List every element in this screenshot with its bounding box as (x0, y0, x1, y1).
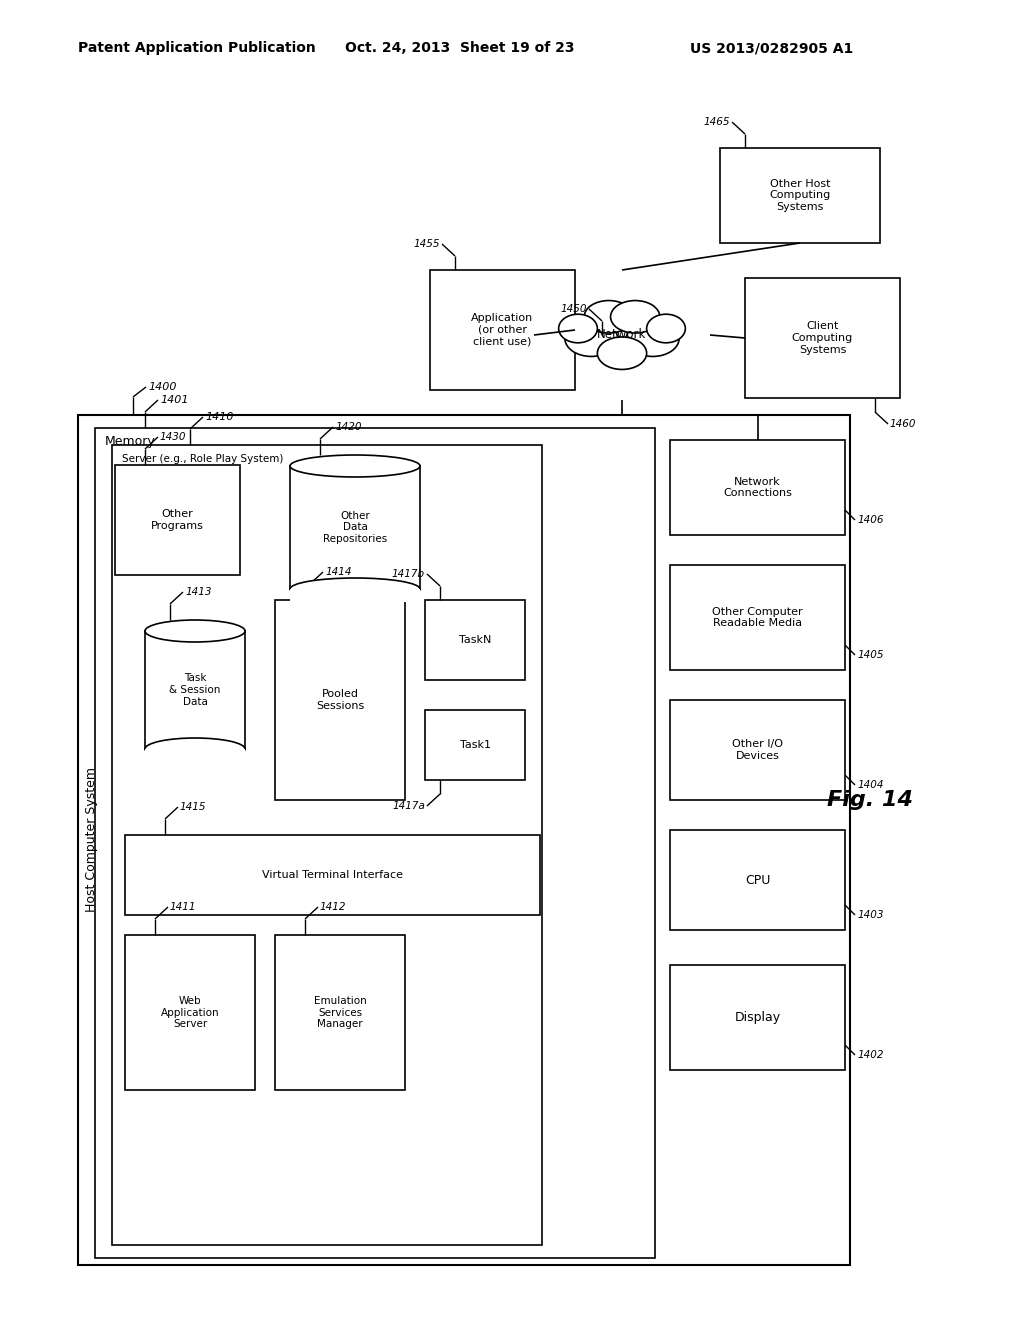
Text: 1414: 1414 (325, 568, 351, 577)
Text: CPU: CPU (744, 874, 770, 887)
Text: Virtual Terminal Interface: Virtual Terminal Interface (262, 870, 403, 880)
Ellipse shape (610, 301, 659, 333)
Ellipse shape (585, 310, 659, 360)
Text: Host Computer System: Host Computer System (85, 767, 97, 912)
Text: 1465: 1465 (703, 117, 730, 127)
Text: 1412: 1412 (319, 902, 346, 912)
Text: 1405: 1405 (857, 649, 884, 660)
Text: 1400: 1400 (148, 381, 176, 392)
Text: Other Host
Computing
Systems: Other Host Computing Systems (769, 180, 830, 213)
Text: Server (e.g., Role Play System): Server (e.g., Role Play System) (122, 454, 284, 465)
Text: 1406: 1406 (857, 515, 884, 525)
Ellipse shape (145, 620, 245, 642)
Bar (125, 935, 255, 1090)
Ellipse shape (627, 319, 679, 356)
Ellipse shape (145, 738, 245, 760)
Text: 1430: 1430 (160, 432, 186, 442)
Ellipse shape (290, 578, 420, 601)
Text: Web
Application
Server: Web Application Server (161, 995, 219, 1030)
Text: Network: Network (597, 329, 647, 342)
Bar (145, 748, 245, 762)
Text: TaskN: TaskN (459, 635, 492, 645)
Text: Other I/O
Devices: Other I/O Devices (732, 739, 783, 760)
Bar (425, 601, 525, 680)
Text: 1417b: 1417b (392, 569, 425, 579)
Text: 1401: 1401 (160, 395, 188, 405)
Ellipse shape (290, 455, 420, 477)
Text: Patent Application Publication: Patent Application Publication (78, 41, 315, 55)
Text: US 2013/0282905 A1: US 2013/0282905 A1 (690, 41, 853, 55)
Bar (670, 440, 845, 535)
Bar (720, 148, 880, 243)
Text: 1403: 1403 (857, 909, 884, 920)
Bar (670, 700, 845, 800)
Bar (430, 271, 575, 389)
Bar (112, 445, 542, 1245)
Bar (670, 565, 845, 671)
Text: 1417a: 1417a (392, 801, 425, 810)
Ellipse shape (646, 314, 685, 343)
Text: Task
& Session
Data: Task & Session Data (169, 673, 221, 706)
Ellipse shape (584, 301, 634, 333)
Text: Client
Computing
Systems: Client Computing Systems (792, 321, 853, 355)
Text: 1415: 1415 (180, 803, 207, 812)
Bar (95, 428, 655, 1258)
Text: Network
Connections: Network Connections (723, 477, 792, 498)
Text: Memory: Memory (105, 436, 156, 449)
Text: Display: Display (734, 1011, 780, 1024)
Bar (115, 465, 240, 576)
Text: 1413: 1413 (185, 587, 212, 597)
Text: Application
(or other
client use): Application (or other client use) (471, 313, 534, 347)
Text: Other
Data
Repositories: Other Data Repositories (323, 511, 387, 544)
Bar (275, 935, 406, 1090)
Text: Oct. 24, 2013  Sheet 19 of 23: Oct. 24, 2013 Sheet 19 of 23 (345, 41, 574, 55)
Text: Task1: Task1 (460, 741, 490, 750)
Bar (290, 466, 420, 589)
Text: Fig. 14: Fig. 14 (827, 789, 913, 810)
Text: Other
Programs: Other Programs (152, 510, 204, 531)
Bar (670, 830, 845, 931)
Text: 1404: 1404 (857, 780, 884, 789)
Bar (425, 710, 525, 780)
Text: 1455: 1455 (414, 239, 440, 249)
Text: 1410: 1410 (205, 412, 233, 422)
Ellipse shape (565, 319, 617, 356)
Bar (290, 589, 420, 602)
Text: 1402: 1402 (857, 1049, 884, 1060)
Bar (145, 631, 245, 748)
Bar (125, 836, 540, 915)
Text: 1420: 1420 (335, 422, 361, 432)
Bar (78, 414, 850, 1265)
Bar (275, 601, 406, 800)
Bar (670, 965, 845, 1071)
Text: Emulation
Services
Manager: Emulation Services Manager (313, 995, 367, 1030)
Text: 1411: 1411 (170, 902, 197, 912)
Bar (745, 279, 900, 399)
Text: Other Computer
Readable Media: Other Computer Readable Media (712, 607, 803, 628)
Text: 1460: 1460 (890, 418, 916, 429)
Ellipse shape (559, 314, 597, 343)
Ellipse shape (597, 337, 646, 370)
Text: Pooled
Sessions: Pooled Sessions (315, 689, 365, 710)
Text: 1450: 1450 (560, 304, 587, 314)
